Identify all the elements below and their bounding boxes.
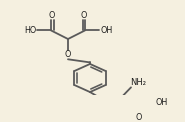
Text: O: O — [136, 113, 142, 122]
Text: O: O — [81, 11, 87, 20]
Text: HO: HO — [24, 26, 36, 35]
Text: OH: OH — [156, 98, 168, 107]
Text: NH₂: NH₂ — [130, 78, 146, 87]
Text: O: O — [65, 50, 71, 59]
Text: O: O — [49, 11, 55, 20]
Text: OH: OH — [101, 26, 113, 35]
